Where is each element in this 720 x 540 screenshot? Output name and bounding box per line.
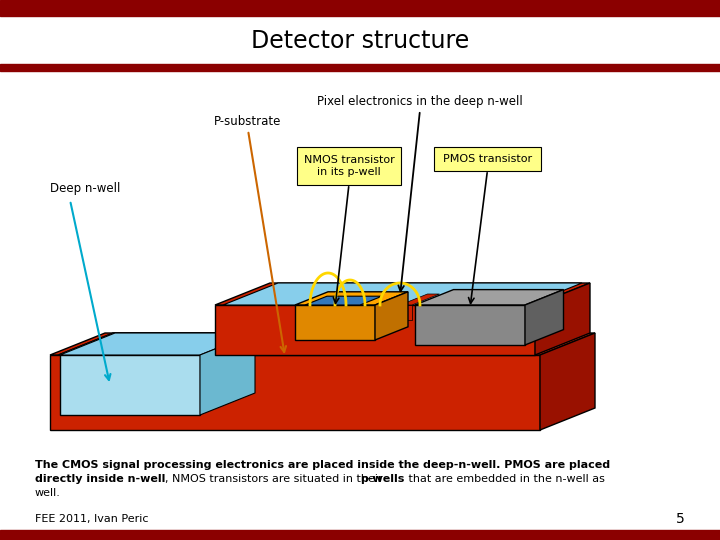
Polygon shape (58, 333, 265, 355)
Polygon shape (295, 305, 375, 340)
Text: p-wells: p-wells (360, 474, 405, 484)
Polygon shape (375, 292, 408, 340)
Text: , NMOS transistors are situated in their: , NMOS transistors are situated in their (165, 474, 386, 484)
Polygon shape (305, 296, 382, 305)
Bar (0, 64, 720, 71)
Text: that are embedded in the n-well as: that are embedded in the n-well as (405, 474, 605, 484)
FancyBboxPatch shape (297, 147, 401, 185)
Polygon shape (540, 333, 595, 430)
Bar (0, 0, 720, 16)
Text: directly inside n-well: directly inside n-well (35, 474, 166, 484)
Text: PMOS transistor: PMOS transistor (443, 154, 532, 164)
Polygon shape (215, 305, 535, 355)
Bar (0, 16, 720, 66)
Text: Deep n-well: Deep n-well (50, 182, 120, 195)
Text: FEE 2011, Ivan Peric: FEE 2011, Ivan Peric (35, 514, 148, 524)
Polygon shape (223, 283, 582, 305)
Polygon shape (50, 355, 540, 430)
Text: 5: 5 (676, 512, 685, 526)
Polygon shape (415, 289, 564, 305)
Text: well.: well. (35, 488, 61, 498)
Polygon shape (215, 283, 590, 305)
Polygon shape (415, 305, 525, 345)
Polygon shape (535, 283, 590, 355)
Polygon shape (60, 355, 200, 415)
Text: NMOS transistor
in its p-well: NMOS transistor in its p-well (304, 155, 395, 177)
Text: Pixel electronics in the deep n-well: Pixel electronics in the deep n-well (317, 95, 523, 108)
Polygon shape (295, 292, 408, 305)
Polygon shape (400, 294, 439, 305)
Text: Detector structure: Detector structure (251, 29, 469, 53)
Polygon shape (58, 333, 587, 355)
Text: The CMOS signal processing electronics are placed inside the deep-n-well. PMOS a: The CMOS signal processing electronics a… (35, 460, 610, 470)
Polygon shape (525, 289, 564, 345)
Polygon shape (60, 333, 255, 355)
Polygon shape (200, 333, 255, 415)
Polygon shape (400, 305, 412, 320)
FancyBboxPatch shape (434, 147, 541, 171)
Bar (0, 530, 720, 540)
Text: P-substrate: P-substrate (215, 115, 282, 128)
Polygon shape (50, 333, 595, 355)
